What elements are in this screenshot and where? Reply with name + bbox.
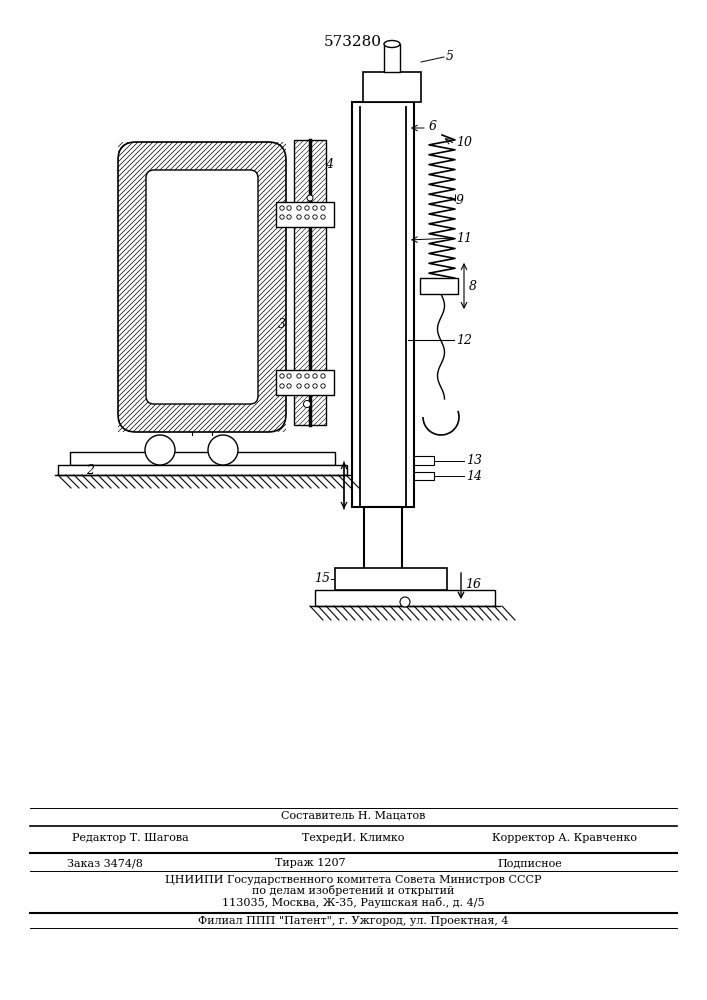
Circle shape <box>287 374 291 378</box>
Bar <box>414 472 434 480</box>
Circle shape <box>400 597 410 607</box>
Text: 3: 3 <box>278 318 286 332</box>
FancyBboxPatch shape <box>146 170 258 404</box>
FancyBboxPatch shape <box>118 142 286 432</box>
Circle shape <box>297 206 301 210</box>
Bar <box>352 102 414 507</box>
Circle shape <box>145 435 175 465</box>
Bar <box>414 456 434 465</box>
Ellipse shape <box>384 40 400 47</box>
Text: Филиал ППП "Патент", г. Ужгород, ул. Проектная, 4: Филиал ППП "Патент", г. Ужгород, ул. Про… <box>198 916 508 926</box>
Text: 14: 14 <box>466 470 482 483</box>
Circle shape <box>305 206 309 210</box>
Bar <box>335 568 447 590</box>
Bar <box>276 202 334 227</box>
Text: 1: 1 <box>157 356 165 368</box>
Circle shape <box>287 215 291 219</box>
Text: 573280: 573280 <box>324 35 382 49</box>
Text: Подписное: Подписное <box>498 858 562 868</box>
Bar <box>276 370 334 395</box>
Circle shape <box>280 215 284 219</box>
Text: Заказ 3474/8: Заказ 3474/8 <box>67 858 143 868</box>
Text: Корректор А. Кравченко: Корректор А. Кравченко <box>493 833 638 843</box>
Text: 12: 12 <box>456 334 472 347</box>
Text: Тираж 1207: Тираж 1207 <box>275 858 345 868</box>
Text: 9: 9 <box>456 194 464 207</box>
Circle shape <box>312 215 317 219</box>
Text: 16: 16 <box>465 578 481 590</box>
Circle shape <box>312 206 317 210</box>
Text: 7: 7 <box>318 273 326 286</box>
Text: 5: 5 <box>446 50 454 64</box>
Circle shape <box>297 374 301 378</box>
Text: Редактор Т. Шагова: Редактор Т. Шагова <box>71 833 188 843</box>
Circle shape <box>305 215 309 219</box>
Bar <box>70 452 335 465</box>
Text: ТехредИ. Климко: ТехредИ. Климко <box>302 833 404 843</box>
Text: 113035, Москва, Ж-35, Раушская наб., д. 4/5: 113035, Москва, Ж-35, Раушская наб., д. … <box>222 896 484 908</box>
Bar <box>384 44 400 72</box>
Bar <box>363 72 421 102</box>
Circle shape <box>297 215 301 219</box>
Bar <box>364 507 402 585</box>
Circle shape <box>307 195 313 201</box>
Bar <box>420 278 458 294</box>
Circle shape <box>280 374 284 378</box>
Text: 8: 8 <box>469 279 477 292</box>
Text: ЦНИИПИ Государственного комитета Совета Министров СССР: ЦНИИПИ Государственного комитета Совета … <box>165 875 542 885</box>
Text: Составитель Н. Мацатов: Составитель Н. Мацатов <box>281 811 425 821</box>
Circle shape <box>305 384 309 388</box>
Circle shape <box>305 374 309 378</box>
Circle shape <box>312 384 317 388</box>
Circle shape <box>303 400 310 408</box>
Circle shape <box>287 206 291 210</box>
Circle shape <box>312 374 317 378</box>
Text: 15: 15 <box>314 572 330 585</box>
Text: 4: 4 <box>325 157 333 170</box>
Text: 13: 13 <box>466 454 482 468</box>
Bar <box>315 590 495 606</box>
Circle shape <box>280 384 284 388</box>
Text: по делам изобретений и открытий: по делам изобретений и открытий <box>252 886 454 896</box>
Text: 6: 6 <box>429 120 437 133</box>
Text: 10: 10 <box>456 136 472 149</box>
Circle shape <box>321 206 325 210</box>
Circle shape <box>297 384 301 388</box>
Circle shape <box>287 384 291 388</box>
Bar <box>294 140 326 425</box>
Circle shape <box>280 206 284 210</box>
Circle shape <box>321 374 325 378</box>
Text: 11: 11 <box>456 232 472 244</box>
Text: 2: 2 <box>86 464 94 477</box>
Circle shape <box>321 384 325 388</box>
Circle shape <box>321 215 325 219</box>
Bar <box>58 465 347 475</box>
Circle shape <box>208 435 238 465</box>
